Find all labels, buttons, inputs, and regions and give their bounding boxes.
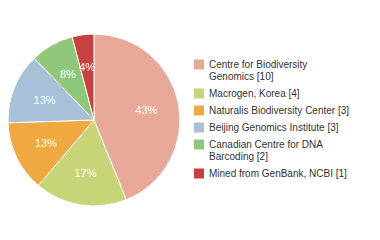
legend-entry: Centre for BiodiversityGenomics [10] — [194, 59, 307, 82]
legend-label: Macrogen, Korea [4] — [209, 88, 300, 99]
legend-label: Beijing Genomics Institute [3] — [209, 122, 339, 133]
data-label: 4% — [79, 61, 95, 73]
legend-entry: Macrogen, Korea [4] — [194, 88, 300, 99]
legend-swatch — [194, 106, 204, 116]
chart-root: 43% 17% 13% 13% 8%4% Centre for BiodiversityG… — [0, 0, 380, 240]
legend-label: Centre for BiodiversityGenomics [10] — [209, 59, 307, 82]
legend-swatch — [194, 123, 204, 133]
legend-swatch — [194, 140, 204, 150]
legend-label: Canadian Centre for DNABarcoding [2] — [209, 139, 323, 162]
legend-swatch — [194, 60, 204, 70]
data-label: 17% — [74, 167, 96, 179]
legend-entry: Mined from GenBank, NCBI [1] — [194, 168, 347, 179]
data-label: 13% — [35, 137, 57, 149]
legend-entry: Beijing Genomics Institute [3] — [194, 122, 339, 133]
data-label: 8% — [60, 68, 76, 80]
legend-label: Naturalis Biodiversity Center [3] — [209, 105, 349, 116]
pie — [8, 34, 180, 206]
data-label: 13% — [34, 94, 56, 106]
pie-slices — [8, 34, 180, 206]
data-labels: 43% 17% 13% 13% 8%4% — [34, 61, 158, 179]
legend-label: Mined from GenBank, NCBI [1] — [209, 168, 347, 179]
legend-swatch — [194, 169, 204, 179]
legend-swatch — [194, 89, 204, 99]
legend: Centre for BiodiversityGenomics [10] Macr… — [194, 59, 349, 179]
legend-entry: Canadian Centre for DNABarcoding [2] — [194, 139, 323, 162]
data-label: 43% — [135, 104, 157, 116]
legend-entry: Naturalis Biodiversity Center [3] — [194, 105, 349, 116]
